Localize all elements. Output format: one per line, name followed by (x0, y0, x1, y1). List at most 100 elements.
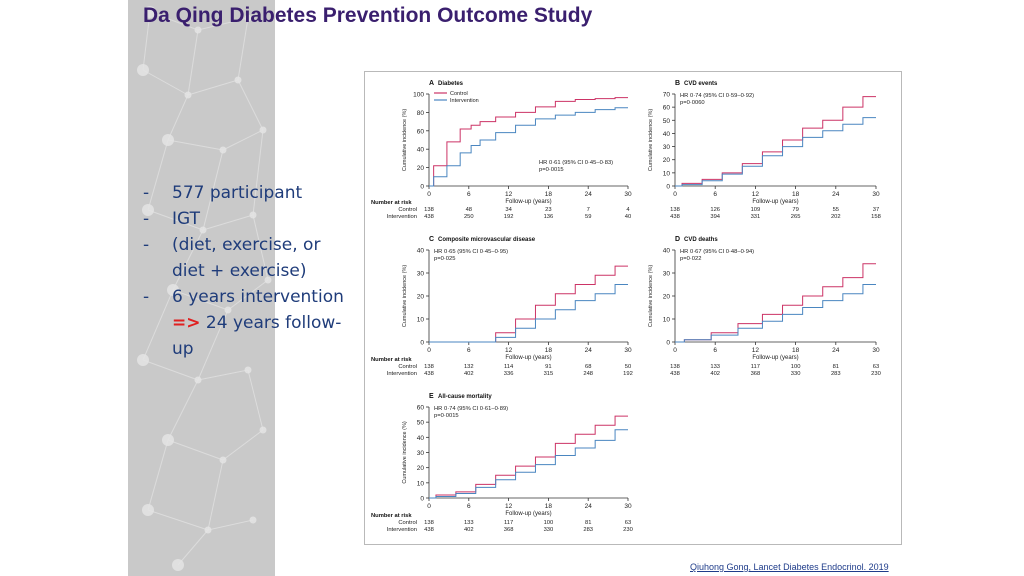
network-node (264, 276, 272, 284)
series-line-control (429, 265, 628, 343)
risk-row-label-intervention: Intervention (387, 214, 417, 220)
x-tick-label: 18 (792, 347, 800, 354)
number-at-risk-label: Number at risk (371, 513, 412, 519)
risk-count-intervention: 336 (504, 371, 514, 377)
risk-count-control: 55 (833, 207, 839, 213)
network-link (172, 289, 229, 311)
x-tick-label: 0 (427, 503, 431, 510)
legend-entry: Intervention (450, 98, 479, 104)
x-tick-label: 30 (624, 503, 632, 510)
y-axis-label: Cumulative incidence (%) (402, 265, 408, 328)
y-tick-label: 20 (417, 465, 425, 472)
x-tick-label: 18 (545, 347, 553, 354)
risk-count-intervention: 40 (625, 214, 631, 220)
y-tick-label: 100 (413, 92, 424, 99)
risk-count-control: 109 (751, 207, 761, 213)
y-tick-label: 70 (663, 92, 671, 99)
risk-count-control: 81 (833, 364, 839, 370)
risk-count-intervention: 230 (871, 371, 881, 377)
y-axis-label: Cumulative incidence (%) (402, 421, 408, 484)
y-tick-label: 20 (663, 157, 671, 164)
network-background-graphic (137, 6, 272, 571)
network-link (202, 149, 224, 231)
network-link (252, 129, 264, 216)
y-tick-label: 50 (663, 118, 671, 125)
series-line-intervention (429, 107, 628, 187)
risk-count-intervention: 283 (583, 527, 593, 533)
risk-count-control: 138 (424, 207, 434, 213)
risk-row-label-intervention: Intervention (387, 371, 417, 377)
bullet-text: 6 years intervention (172, 287, 344, 307)
network-node (144, 6, 156, 18)
risk-count-control: 4 (626, 207, 630, 213)
y-tick-label: 0 (666, 184, 670, 191)
hazard-ratio-annotation: HR 0·67 (95% CI 0·48–0·94) (680, 249, 754, 255)
risk-count-intervention: 265 (791, 214, 801, 220)
y-tick-label: 50 (417, 420, 425, 427)
risk-count-control: 91 (545, 364, 551, 370)
x-axis-label: Follow-up (years) (505, 199, 551, 205)
risk-count-control: 117 (504, 520, 513, 526)
network-node (162, 134, 174, 146)
x-tick-label: 0 (427, 347, 431, 354)
hazard-ratio-annotation: p=0·0060 (680, 100, 705, 106)
y-tick-label: 40 (417, 147, 425, 154)
network-node (137, 64, 149, 76)
bullet-dash: - (143, 235, 150, 255)
chart-panel-E: 0 10 20 30 40 50 60 0 6 12 18 24 30 Follow-up (years)… (371, 393, 633, 533)
risk-count-intervention: 158 (871, 214, 881, 220)
network-link (202, 214, 254, 231)
x-tick-label: 18 (545, 191, 553, 198)
y-tick-label: 80 (417, 110, 425, 117)
network-node (172, 559, 184, 571)
network-link (167, 379, 199, 441)
network-node (142, 204, 154, 216)
risk-count-control: 138 (670, 207, 680, 213)
y-tick-label: 30 (417, 271, 425, 278)
network-node (259, 126, 267, 134)
risk-count-intervention: 330 (544, 527, 554, 533)
hazard-ratio-annotation: HR 0·65 (95% CI 0·45–0·95) (434, 249, 508, 255)
x-tick-label: 24 (585, 347, 593, 354)
series-line-intervention (675, 117, 876, 187)
chart-panel-C: 0 10 20 30 40 0 6 12 18 24 30 Follow-up (years) Cumu… (371, 236, 633, 377)
network-link (147, 439, 169, 511)
network-link (222, 429, 264, 461)
network-node (184, 91, 192, 99)
bullet-dash: - (143, 209, 150, 229)
y-tick-label: 60 (417, 128, 425, 135)
network-link (197, 309, 229, 381)
network-node (204, 526, 212, 534)
x-tick-label: 24 (585, 191, 593, 198)
risk-count-intervention: 438 (424, 214, 434, 220)
network-node (219, 456, 227, 464)
x-tick-label: 24 (585, 503, 593, 510)
chart-panel-B: 0 10 20 30 40 50 60 70 0 6 12 18 24 30 Follow-up (year… (648, 80, 881, 220)
network-link (197, 369, 249, 381)
y-axis-label: Cumulative incidence (%) (648, 109, 654, 172)
x-tick-label: 12 (505, 191, 513, 198)
x-tick-label: 0 (673, 347, 677, 354)
risk-count-intervention: 331 (751, 214, 761, 220)
y-axis-label: Cumulative incidence (%) (402, 109, 408, 172)
network-node (244, 366, 252, 374)
network-link (147, 139, 169, 211)
panel-letter: B (675, 80, 680, 87)
series-line-control (429, 415, 628, 499)
risk-count-intervention: 438 (670, 214, 680, 220)
y-tick-label: 40 (417, 248, 425, 255)
citation-link[interactable]: Qiuhong Gong, Lancet Diabetes Endocrinol… (690, 562, 889, 572)
y-tick-label: 20 (417, 294, 425, 301)
network-link (252, 214, 269, 281)
bullet-item-followup: => 24 years follow-up (143, 310, 358, 362)
y-tick-label: 10 (663, 170, 671, 177)
network-node (162, 434, 174, 446)
bullet-dash: - (143, 287, 150, 307)
risk-count-control: 7 (587, 207, 590, 213)
risk-count-control: 133 (710, 364, 720, 370)
x-tick-label: 24 (832, 191, 840, 198)
risk-count-intervention: 250 (464, 214, 474, 220)
y-tick-label: 10 (417, 317, 425, 324)
risk-count-intervention: 59 (585, 214, 591, 220)
risk-count-control: 63 (873, 364, 879, 370)
